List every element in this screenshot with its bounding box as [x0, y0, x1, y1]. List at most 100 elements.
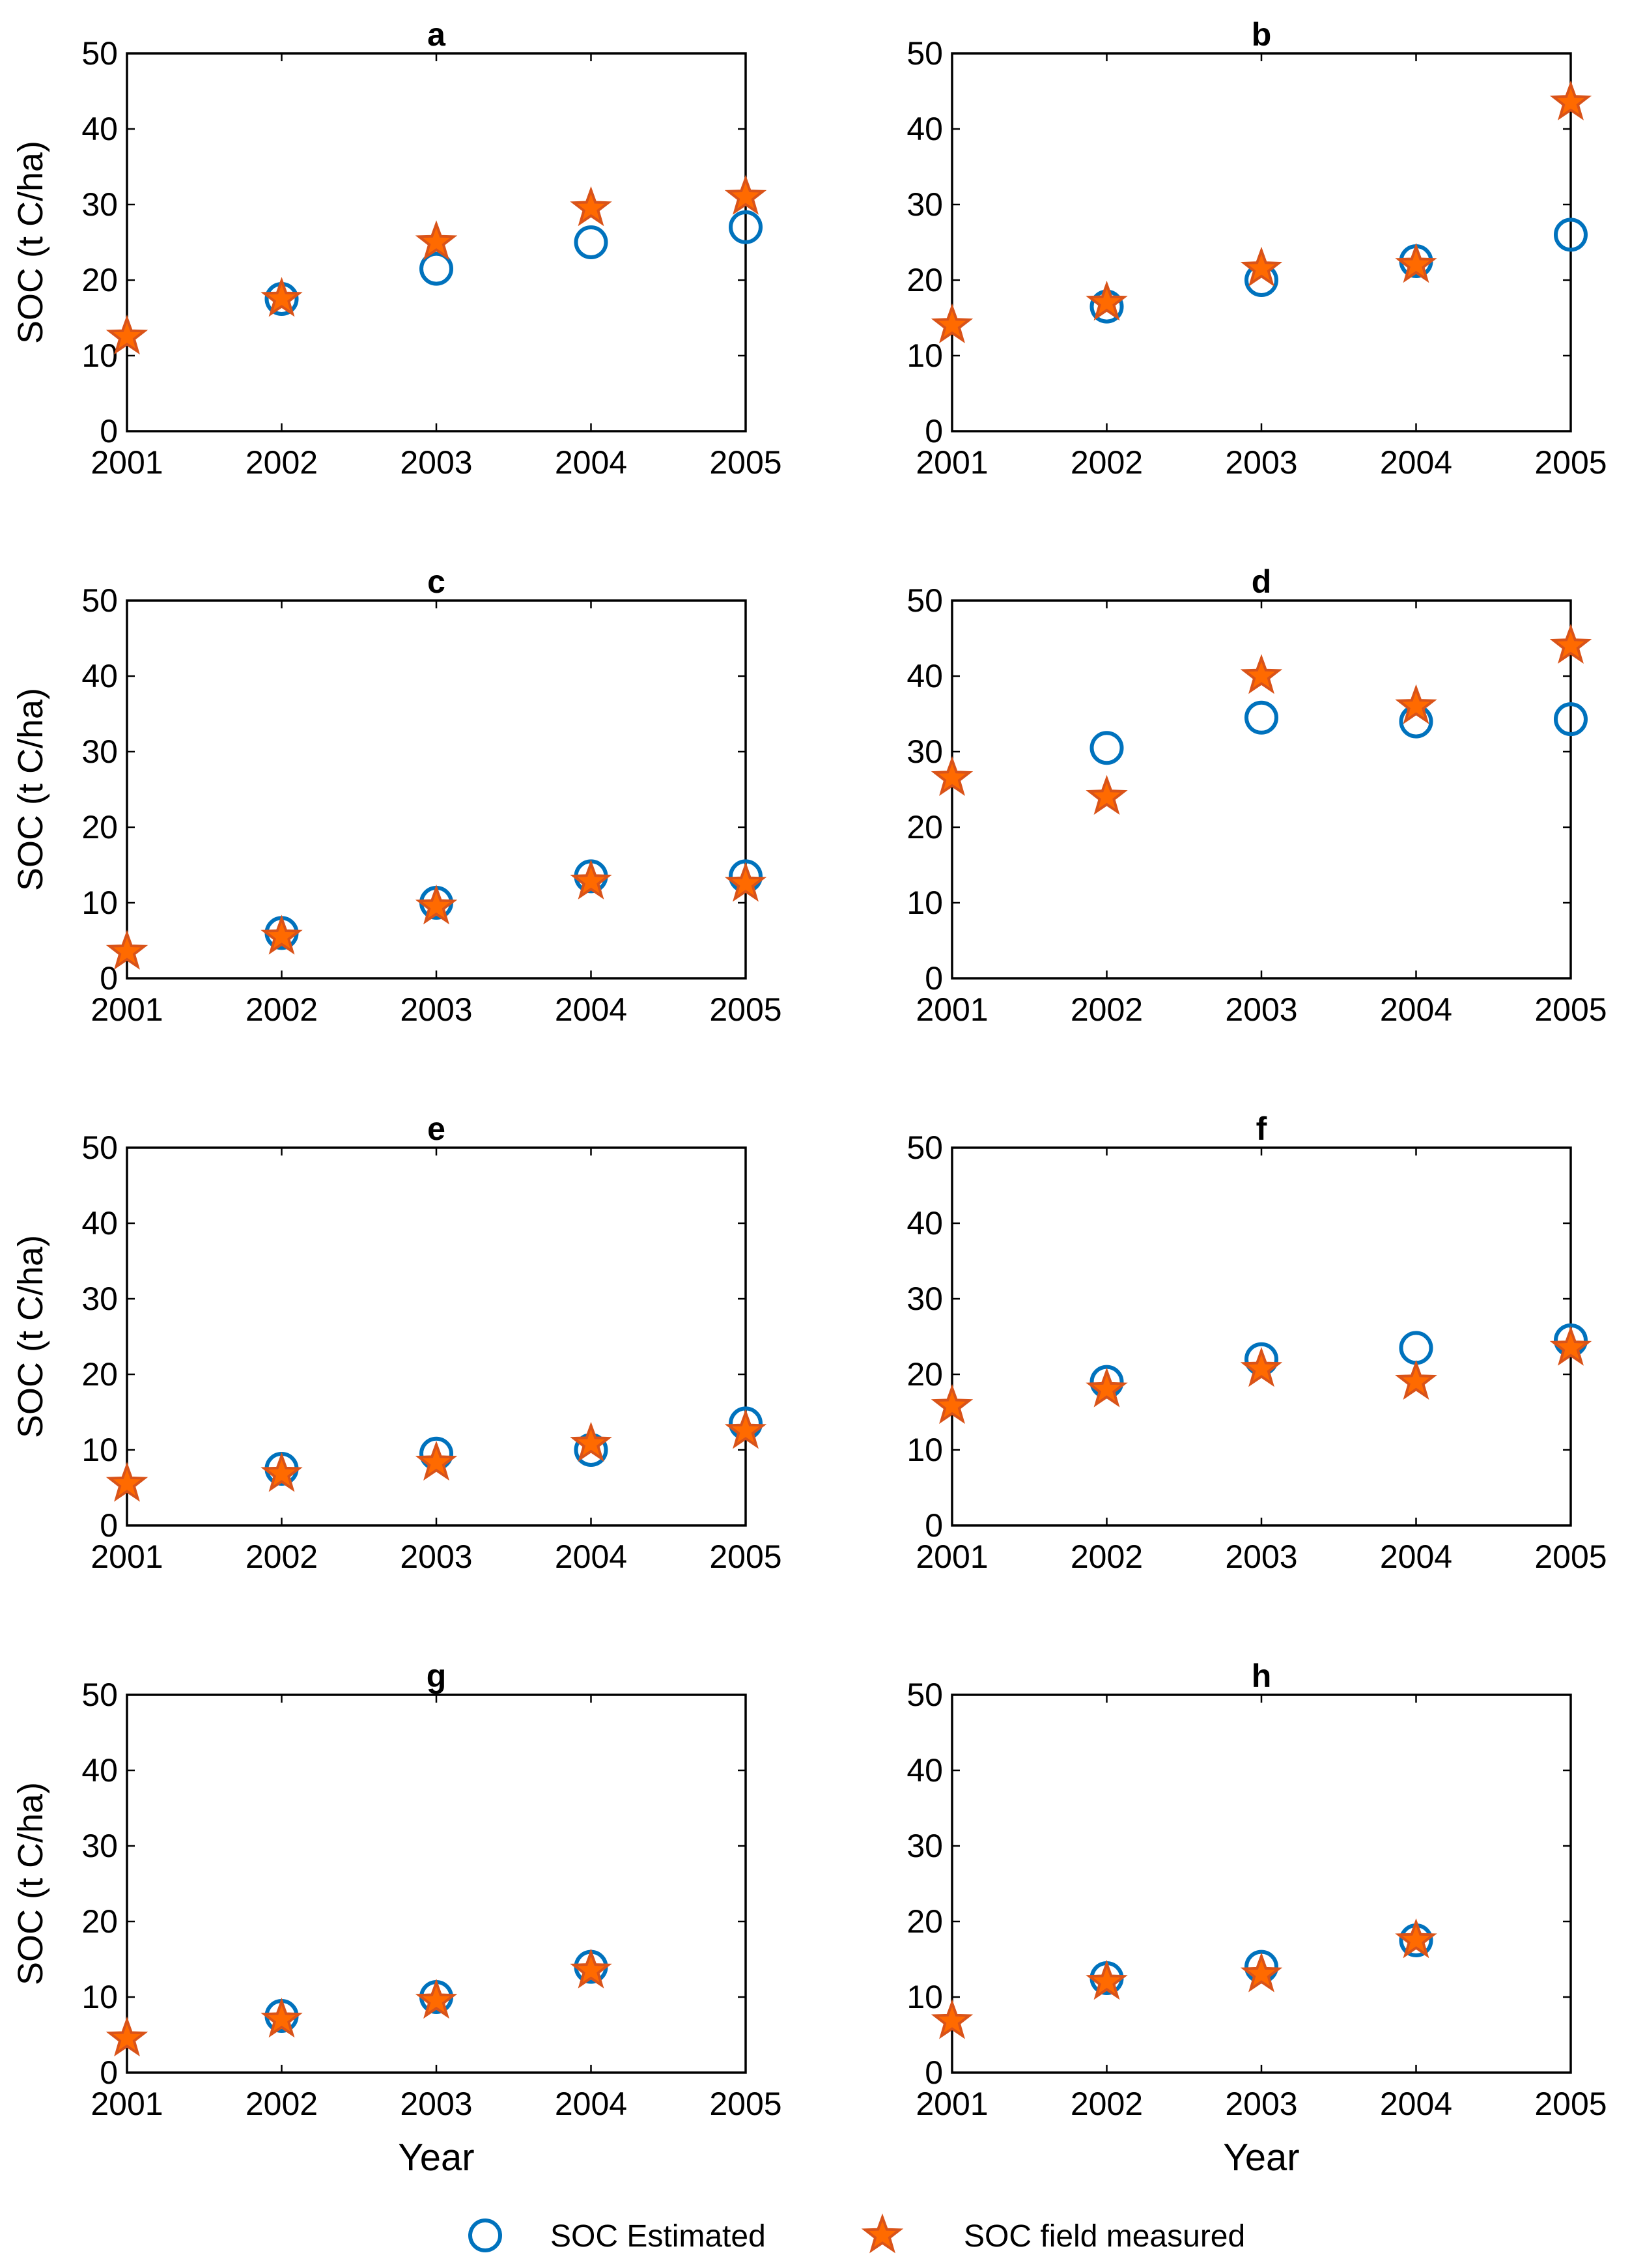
measured-point — [1395, 242, 1437, 283]
y-tick-label: 10 — [906, 337, 943, 374]
panel-title: f — [1256, 1111, 1267, 1147]
panel-f: 2001 2002 2003 2004 2005 0 10 20 30 40 50 f — [906, 1111, 1607, 1575]
y-tick-label: 30 — [81, 1281, 118, 1317]
y-tick-label: 40 — [906, 111, 943, 147]
measured-point — [1395, 1918, 1437, 1959]
x-tick-label: 2003 — [1225, 1538, 1297, 1575]
panel-title: b — [1252, 16, 1272, 53]
x-tick-label: 2005 — [1534, 1538, 1607, 1575]
measured-point — [724, 1409, 767, 1449]
estimated-point — [1244, 700, 1278, 735]
y-tick-label: 40 — [81, 1205, 118, 1241]
measured-point — [724, 862, 767, 902]
y-tick-label: 30 — [81, 733, 118, 770]
panel-h: 2001 2002 2003 2004 2005 0 10 20 30 40 50 h Year — [906, 1658, 1607, 2179]
y-axis-label: SOC (t C/ha) — [11, 1782, 50, 1985]
x-tick-label: 2003 — [400, 2086, 472, 2122]
measured-point — [105, 1462, 148, 1502]
y-tick-label: 20 — [81, 262, 118, 298]
y-tick-label: 20 — [906, 262, 943, 298]
panel-title: c — [427, 563, 445, 600]
y-tick-label: 30 — [906, 186, 943, 223]
x-tick-label: 2004 — [1380, 991, 1452, 1028]
x-tick-label: 2003 — [1225, 444, 1297, 481]
measured-point — [1395, 684, 1437, 724]
panel-g: 2001 2002 2003 2004 2005 0 10 20 30 40 50 g SOC (t C… — [11, 1658, 782, 2179]
y-tick-label: 40 — [906, 658, 943, 694]
x-axis-label: Year — [1223, 2136, 1299, 2179]
y-tick-label: 0 — [100, 413, 118, 449]
measured-point — [931, 1383, 974, 1425]
measured-point — [1549, 80, 1592, 120]
x-tick-label: 2001 — [91, 2086, 163, 2122]
measured-point — [260, 914, 303, 955]
y-tick-label: 20 — [81, 1903, 118, 1940]
y-tick-label: 30 — [906, 1828, 943, 1864]
x-tick-label: 2003 — [400, 444, 472, 481]
y-tick-label: 40 — [81, 1752, 118, 1789]
measured-point — [1240, 1952, 1283, 1992]
measured-point — [570, 1948, 612, 1989]
x-tick-label: 2001 — [916, 2086, 988, 2122]
y-tick-label: 50 — [81, 1129, 118, 1166]
y-tick-label: 10 — [81, 885, 118, 921]
y-tick-label: 20 — [906, 1356, 943, 1393]
x-tick-label: 2002 — [246, 1538, 318, 1575]
y-tick-label: 20 — [81, 809, 118, 845]
y-tick-label: 30 — [81, 1828, 118, 1864]
measured-point — [570, 859, 612, 900]
x-tick-label: 2002 — [246, 991, 318, 1028]
x-tick-label: 2002 — [246, 2086, 318, 2122]
measured-point — [415, 884, 458, 925]
estimated-point — [1554, 702, 1588, 737]
x-tick-label: 2005 — [1534, 2086, 1607, 2122]
y-tick-label: 50 — [81, 582, 118, 619]
measured-point — [570, 186, 612, 227]
y-tick-label: 10 — [81, 1979, 118, 2015]
x-tick-label: 2001 — [91, 991, 163, 1028]
y-tick-label: 10 — [906, 1432, 943, 1468]
measured-point — [415, 220, 458, 261]
panel-title: a — [427, 16, 446, 53]
measured-point — [260, 277, 303, 317]
measured-point — [1086, 774, 1128, 815]
estimated-point — [419, 251, 453, 286]
measured-point — [260, 1452, 303, 1492]
y-tick-label: 20 — [906, 809, 943, 845]
y-tick-label: 50 — [81, 1677, 118, 1713]
x-tick-label: 2001 — [916, 1538, 988, 1575]
measured-point — [1240, 246, 1283, 287]
x-tick-label: 2004 — [1380, 2086, 1452, 2122]
measured-point — [1549, 1325, 1592, 1366]
y-tick-label: 40 — [906, 1752, 943, 1789]
measured-point — [1086, 1959, 1128, 2000]
x-tick-label: 2002 — [1071, 991, 1143, 1028]
y-tick-label: 30 — [906, 733, 943, 770]
x-tick-label: 2005 — [1534, 444, 1607, 481]
panel-e: 2001 2002 2003 2004 2005 0 10 20 30 40 50 e SOC (t C… — [11, 1111, 782, 1575]
y-axis-label: SOC (t C/ha) — [11, 141, 50, 344]
y-tick-label: 30 — [906, 1281, 943, 1317]
x-tick-label: 2003 — [1225, 991, 1297, 1028]
y-tick-label: 50 — [81, 35, 118, 72]
measured-point — [1549, 623, 1592, 664]
y-tick-label: 40 — [81, 111, 118, 147]
panel-title: d — [1252, 563, 1272, 600]
y-tick-label: 0 — [100, 1507, 118, 1544]
y-tick-label: 20 — [81, 1356, 118, 1393]
x-tick-label: 2003 — [1225, 2086, 1297, 2122]
panel-title: g — [427, 1658, 447, 1694]
measured-point — [415, 1978, 458, 2019]
legend: SOC Estimated SOC field measured — [468, 2213, 1245, 2254]
x-tick-label: 2004 — [1380, 1538, 1452, 1575]
x-tick-label: 2003 — [400, 991, 472, 1028]
x-tick-label: 2002 — [1071, 444, 1143, 481]
y-tick-label: 0 — [100, 2054, 118, 2091]
measured-point — [931, 756, 974, 797]
y-tick-label: 0 — [925, 1507, 943, 1544]
estimated-point — [1554, 218, 1588, 252]
measured-point — [260, 1997, 303, 2038]
